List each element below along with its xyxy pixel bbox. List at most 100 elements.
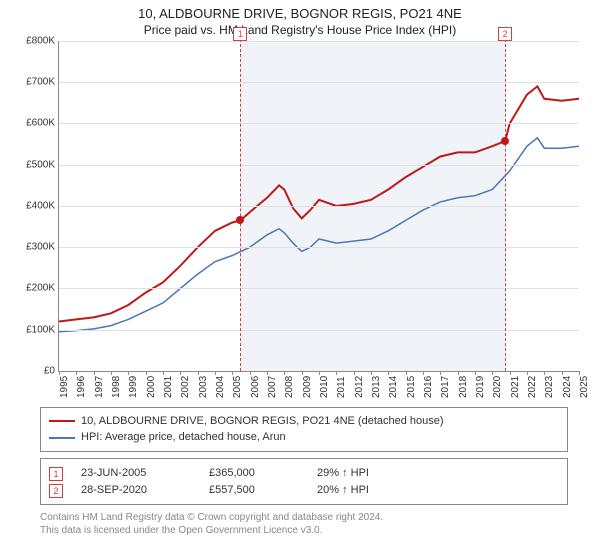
x-tick [562,371,563,375]
footer-line2: This data is licensed under the Open Gov… [40,524,560,537]
x-axis-label: 1995 [59,376,70,398]
gridline [59,206,579,207]
y-axis-label: £800K [26,35,55,46]
x-tick [388,371,389,375]
x-axis-label: 2013 [371,376,382,398]
y-axis-label: £700K [26,77,55,88]
x-tick [423,371,424,375]
x-axis-label: 2006 [250,376,261,398]
y-axis-label: £300K [26,242,55,253]
gridline [59,41,579,42]
y-axis-label: £0 [44,365,55,376]
x-tick [128,371,129,375]
sale-point [501,137,509,145]
chart-area: £0£100K£200K£300K£400K£500K£600K£700K£80… [36,41,596,401]
x-tick [232,371,233,375]
gridline [59,288,579,289]
x-axis-label: 2008 [284,376,295,398]
x-tick [163,371,164,375]
x-tick [302,371,303,375]
x-axis-label: 2025 [579,376,590,398]
gridline [59,82,579,83]
x-axis-label: 2018 [458,376,469,398]
x-axis-label: 2002 [180,376,191,398]
sale-marker-box: 2 [498,27,512,41]
x-tick [579,371,580,375]
sale-row-marker: 2 [49,484,63,498]
x-axis-label: 1998 [111,376,122,398]
series-hpi [59,138,579,332]
x-tick [406,371,407,375]
x-tick [284,371,285,375]
x-tick [371,371,372,375]
x-tick [59,371,60,375]
x-axis-label: 2005 [232,376,243,398]
x-axis-label: 2017 [440,376,451,398]
y-axis-label: £600K [26,118,55,129]
sale-marker-box: 1 [233,27,247,41]
legend-label-property: 10, ALDBOURNE DRIVE, BOGNOR REGIS, PO21 … [81,413,444,430]
gridline [59,330,579,331]
footer-attribution: Contains HM Land Registry data © Crown c… [40,511,560,537]
x-axis-label: 2015 [406,376,417,398]
x-axis-label: 2012 [354,376,365,398]
x-axis-label: 2007 [267,376,278,398]
x-tick [250,371,251,375]
x-axis-label: 2004 [215,376,226,398]
sale-diff: 20% ↑ HPI [317,482,437,500]
plot-region: £0£100K£200K£300K£400K£500K£600K£700K£80… [58,41,579,372]
x-axis-label: 2019 [475,376,486,398]
sale-point [236,216,244,224]
x-axis-label: 2001 [163,376,174,398]
sale-marker-line [240,29,241,371]
x-axis-label: 2003 [198,376,209,398]
footer-line1: Contains HM Land Registry data © Crown c… [40,511,560,524]
y-axis-label: £400K [26,200,55,211]
x-tick [267,371,268,375]
chart-container: 10, ALDBOURNE DRIVE, BOGNOR REGIS, PO21 … [0,0,600,560]
x-axis-label: 2014 [388,376,399,398]
x-axis-label: 1996 [76,376,87,398]
x-tick [146,371,147,375]
x-axis-label: 1999 [128,376,139,398]
x-axis-label: 2009 [302,376,313,398]
x-axis-label: 1997 [94,376,105,398]
gridline [59,165,579,166]
x-tick [544,371,545,375]
legend-label-hpi: HPI: Average price, detached house, Arun [81,429,286,446]
x-axis-label: 2023 [544,376,555,398]
x-axis-label: 2016 [423,376,434,398]
x-tick [475,371,476,375]
x-tick [198,371,199,375]
x-tick [215,371,216,375]
gridline [59,247,579,248]
x-tick [458,371,459,375]
sale-diff: 29% ↑ HPI [317,465,437,483]
legend-swatch-hpi [49,437,75,439]
x-axis-label: 2020 [492,376,503,398]
legend-swatch-property [49,420,75,422]
sale-date: 23-JUN-2005 [81,465,191,483]
x-axis-label: 2022 [527,376,538,398]
x-tick [354,371,355,375]
x-axis-label: 2000 [146,376,157,398]
sale-row: 2 28-SEP-2020 £557,500 20% ↑ HPI [49,482,559,500]
x-tick [336,371,337,375]
gridline [59,123,579,124]
x-tick [76,371,77,375]
series-property [59,86,579,321]
x-tick [492,371,493,375]
sale-date: 28-SEP-2020 [81,482,191,500]
x-tick [94,371,95,375]
x-tick [510,371,511,375]
sale-price: £557,500 [209,482,299,500]
legend-row-property: 10, ALDBOURNE DRIVE, BOGNOR REGIS, PO21 … [49,413,559,430]
legend-row-hpi: HPI: Average price, detached house, Arun [49,429,559,446]
sale-marker-line [505,29,506,371]
x-tick [319,371,320,375]
sale-price: £365,000 [209,465,299,483]
sale-row: 1 23-JUN-2005 £365,000 29% ↑ HPI [49,465,559,483]
sale-row-marker: 1 [49,467,63,481]
x-tick [180,371,181,375]
x-axis-label: 2010 [319,376,330,398]
